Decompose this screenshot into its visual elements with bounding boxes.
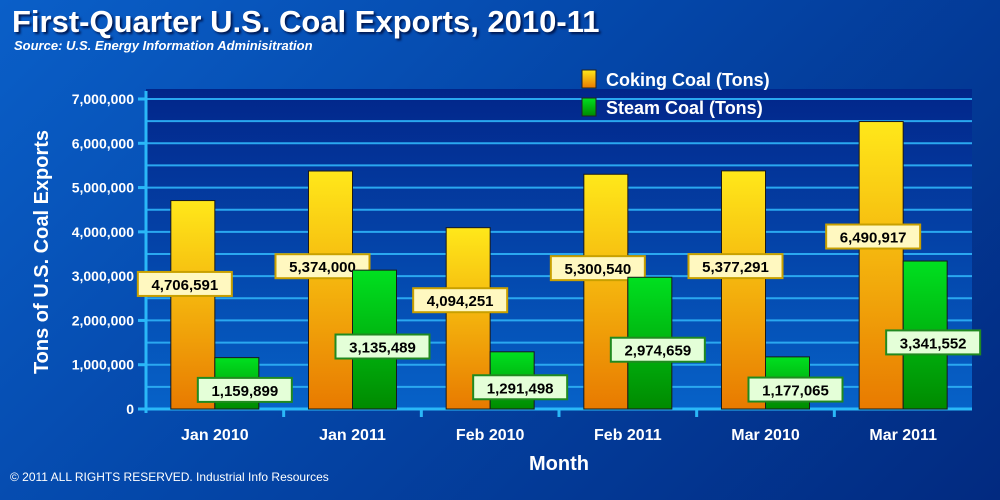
bar-coking — [308, 170, 353, 410]
x-tick-label: Feb 2010 — [456, 427, 525, 444]
data-label: 4,706,591 — [151, 277, 218, 294]
chart-subtitle: Source: U.S. Energy Information Adminisi… — [14, 38, 313, 53]
data-label: 1,159,899 — [211, 383, 278, 400]
x-tick-label: Mar 2010 — [731, 427, 800, 444]
bar-coking — [721, 170, 766, 410]
data-label: 5,377,291 — [702, 259, 769, 276]
data-label-box — [136, 270, 233, 297]
data-label-box — [747, 376, 844, 403]
copyright-footer: © 2011 ALL RIGHTS RESERVED. Industrial I… — [10, 470, 329, 484]
data-label: 6,490,917 — [840, 230, 907, 247]
chart-title: First-Quarter U.S. Coal Exports, 2010-11 — [12, 4, 600, 39]
legend-swatch-0 — [581, 69, 597, 89]
data-label-box — [549, 255, 646, 282]
y-tick-label: 7,000,000 — [72, 91, 134, 107]
x-tick-label: Mar 2011 — [869, 427, 937, 444]
data-label-box — [412, 287, 509, 314]
x-axis-title: Month — [529, 453, 589, 475]
x-tick-label: Jan 2011 — [319, 427, 386, 444]
data-label-box — [334, 333, 431, 360]
data-label: 3,135,489 — [349, 340, 416, 357]
legend-label: Steam Coal (Tons) — [606, 98, 763, 118]
legend-label: Coking Coal (Tons) — [606, 70, 770, 90]
data-label-box — [825, 223, 922, 250]
y-tick-label: 3,000,000 — [72, 268, 134, 284]
x-tick-label: Jan 2010 — [181, 427, 249, 444]
y-axis-title: Tons of U.S. Coal Exports — [31, 130, 53, 374]
bar-coking — [170, 200, 216, 410]
data-label: 5,374,000 — [289, 259, 356, 276]
y-tick-label: 5,000,000 — [72, 180, 134, 196]
x-tick-label: Feb 2011 — [594, 427, 662, 444]
data-label: 1,177,065 — [762, 383, 829, 400]
data-label-box — [196, 376, 293, 403]
data-label-box — [609, 336, 706, 363]
data-label-box — [472, 374, 569, 401]
bar-coking — [858, 121, 904, 410]
legend-swatch-1 — [581, 97, 597, 117]
data-label: 2,974,659 — [624, 343, 691, 360]
data-label: 4,094,251 — [427, 293, 494, 310]
y-tick-label: 1,000,000 — [72, 357, 134, 373]
data-label-box — [885, 329, 982, 356]
y-tick-label: 0 — [126, 401, 134, 417]
y-tick-label: 4,000,000 — [72, 224, 134, 240]
data-label: 1,291,498 — [487, 380, 554, 397]
data-label: 5,300,540 — [564, 261, 631, 278]
data-label: 3,341,552 — [900, 335, 967, 352]
y-tick-label: 6,000,000 — [72, 135, 134, 151]
data-label-box — [687, 253, 784, 280]
y-tick-label: 2,000,000 — [72, 312, 134, 328]
bar-coking — [583, 173, 629, 410]
